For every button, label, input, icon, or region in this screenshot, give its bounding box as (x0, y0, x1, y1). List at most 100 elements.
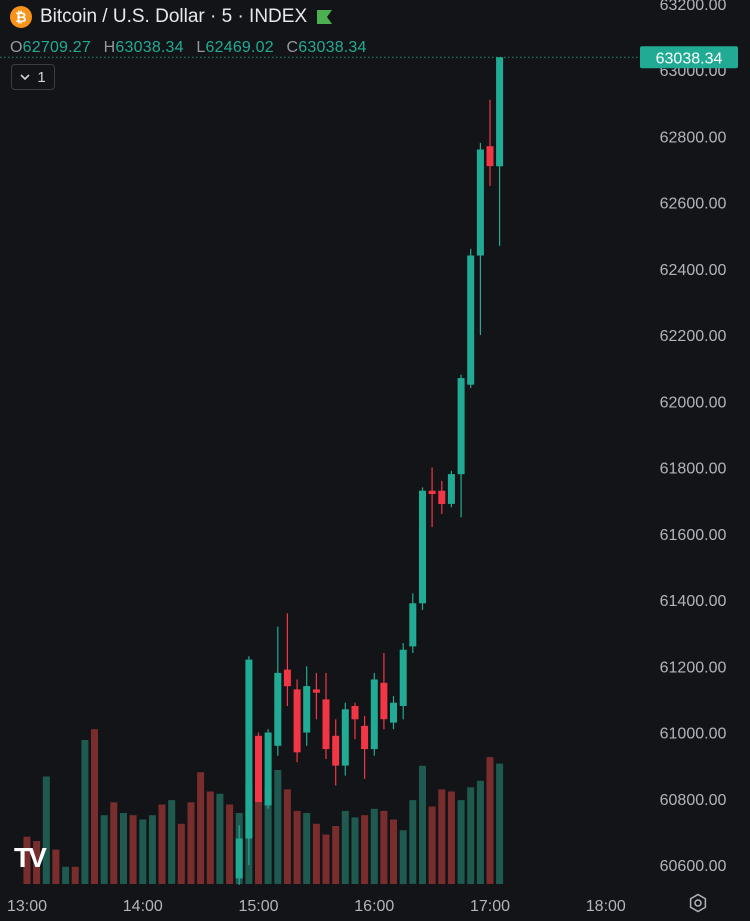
volume-bar (23, 836, 31, 884)
volume-bar (226, 804, 234, 884)
y-axis-tick-label: 62800.00 (660, 129, 727, 146)
y-axis-tick-label: 62400.00 (660, 262, 727, 279)
volume-bar (148, 815, 156, 884)
y-axis-tick-label: 63200.00 (660, 0, 727, 14)
volume-bar (129, 815, 137, 884)
volume-bar (255, 765, 262, 885)
volume-bar (274, 770, 282, 884)
volume-bar (206, 791, 214, 884)
volume-bar (303, 813, 311, 884)
volume-bar (264, 789, 272, 884)
settings-icon[interactable] (688, 893, 708, 913)
volume-bar (312, 823, 320, 884)
candle-body[interactable] (428, 490, 436, 494)
y-axis-tick-label: 62000.00 (660, 394, 727, 411)
candle-body[interactable] (351, 706, 359, 720)
candle-body[interactable] (370, 679, 378, 750)
y-axis-tick-label: 62200.00 (660, 328, 727, 345)
volume-bar (81, 740, 89, 884)
close-label: C (286, 39, 299, 56)
candle-body[interactable] (476, 149, 484, 256)
candle-body[interactable] (457, 378, 465, 475)
volume-bar (332, 826, 340, 884)
candle-body[interactable] (332, 735, 340, 766)
symbol-header[interactable]: ₿ Bitcoin / U.S. Dollar · 5 · INDEX (10, 6, 333, 28)
open-value: 62709.27 (22, 39, 91, 56)
volume-bar (216, 793, 224, 884)
volume-bar (486, 757, 494, 884)
y-axis-tick-label: 61600.00 (660, 527, 727, 544)
volume-bar (110, 802, 118, 884)
candle-body[interactable] (303, 686, 311, 733)
candle-body[interactable] (447, 474, 455, 504)
bitcoin-icon: ₿ (10, 6, 32, 28)
candle-body[interactable] (341, 709, 349, 766)
volume-bar (409, 800, 417, 884)
volume-bar (361, 815, 369, 884)
volume-bar (496, 763, 504, 884)
volume-bar (71, 866, 79, 884)
indicators-toggle-button[interactable]: 1 (11, 64, 55, 90)
volume-bar (33, 841, 41, 884)
y-axis-tick-label: 61200.00 (660, 659, 727, 676)
y-axis-tick-label: 60800.00 (660, 792, 727, 809)
volume-bar (100, 815, 108, 884)
y-axis-tick-label: 61400.00 (660, 593, 727, 610)
candle-body[interactable] (264, 732, 272, 806)
volume-bar (419, 765, 426, 885)
volume-bar (52, 849, 60, 884)
y-axis-tick-label: 60600.00 (660, 858, 727, 875)
y-axis-tick-label: 61000.00 (660, 726, 727, 743)
chevron-down-icon (20, 73, 30, 80)
volume-bar (380, 810, 388, 884)
x-axis-tick-label: 14:00 (123, 898, 163, 915)
volume-bar (467, 787, 475, 885)
volume-bar (283, 789, 291, 884)
candle-body[interactable] (467, 255, 475, 385)
tradingview-logo[interactable]: TV (14, 842, 47, 873)
candle-body[interactable] (496, 57, 504, 167)
candle-body[interactable] (438, 490, 446, 504)
close-value: 63038.34 (298, 39, 367, 56)
candle-body[interactable] (293, 689, 301, 753)
volume-bar (447, 791, 455, 884)
y-axis-tick-label: 62600.00 (660, 196, 727, 213)
volume-bar (293, 810, 301, 884)
candle-body[interactable] (322, 699, 330, 750)
candle-body[interactable] (255, 735, 262, 803)
candle-body[interactable] (380, 682, 388, 720)
volume-bar (390, 819, 397, 884)
candle-body[interactable] (390, 702, 397, 723)
volume-bar (399, 830, 407, 885)
volume-bar (322, 834, 330, 884)
low-value: 62469.02 (205, 39, 274, 56)
candle-body[interactable] (419, 490, 426, 604)
candle-body[interactable] (274, 672, 282, 746)
candle-body[interactable] (486, 146, 494, 167)
volume-bar (120, 813, 127, 884)
candle-body[interactable] (312, 689, 320, 693)
volume-bar (42, 776, 50, 884)
candle-body[interactable] (235, 838, 243, 879)
candle-body[interactable] (283, 669, 291, 687)
high-value: 63038.34 (115, 39, 184, 56)
flag-icon[interactable] (315, 9, 333, 25)
volume-bar (476, 780, 484, 884)
volume-bar (351, 817, 359, 884)
symbol-title[interactable]: Bitcoin / U.S. Dollar · 5 · INDEX (40, 6, 308, 27)
ohlc-legend: O62709.27 H63038.34 L62469.02 C63038.34 (10, 39, 375, 57)
candle-body[interactable] (409, 603, 417, 647)
volume-bar (428, 806, 436, 884)
candle-body[interactable] (399, 649, 407, 706)
candle-body[interactable] (245, 659, 253, 839)
volume-bar (62, 866, 70, 884)
candle-body[interactable] (361, 725, 369, 750)
volume-bar (438, 789, 446, 884)
low-label: L (196, 39, 206, 56)
volume-bar (177, 823, 185, 884)
x-axis-tick-label: 15:00 (238, 898, 278, 915)
volume-bar (370, 808, 378, 885)
volume-bar (158, 804, 166, 884)
